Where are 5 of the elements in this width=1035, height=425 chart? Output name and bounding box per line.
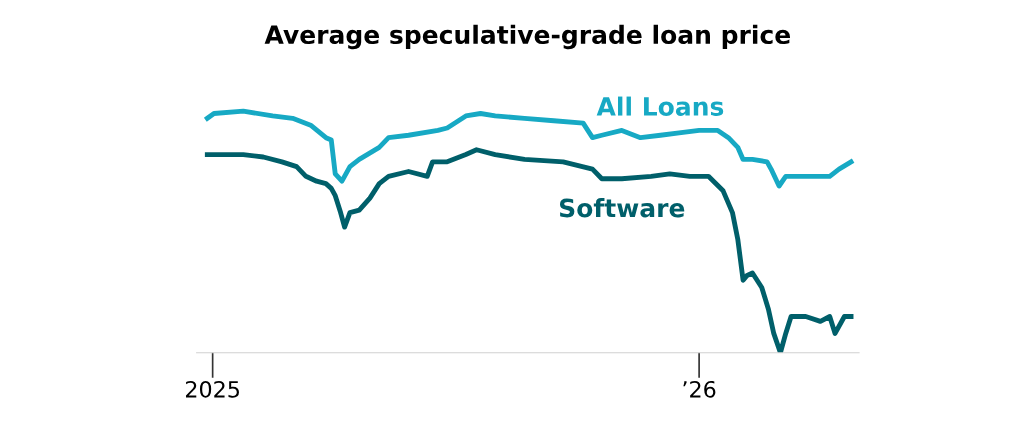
series-label: All Loans [596,96,724,116]
x-tick-label: 2025 [185,380,239,398]
x-tick-label: ’26 [683,380,716,398]
series-label: Software [559,198,685,218]
chart-title: Average speculative-grade loan price [264,24,790,50]
